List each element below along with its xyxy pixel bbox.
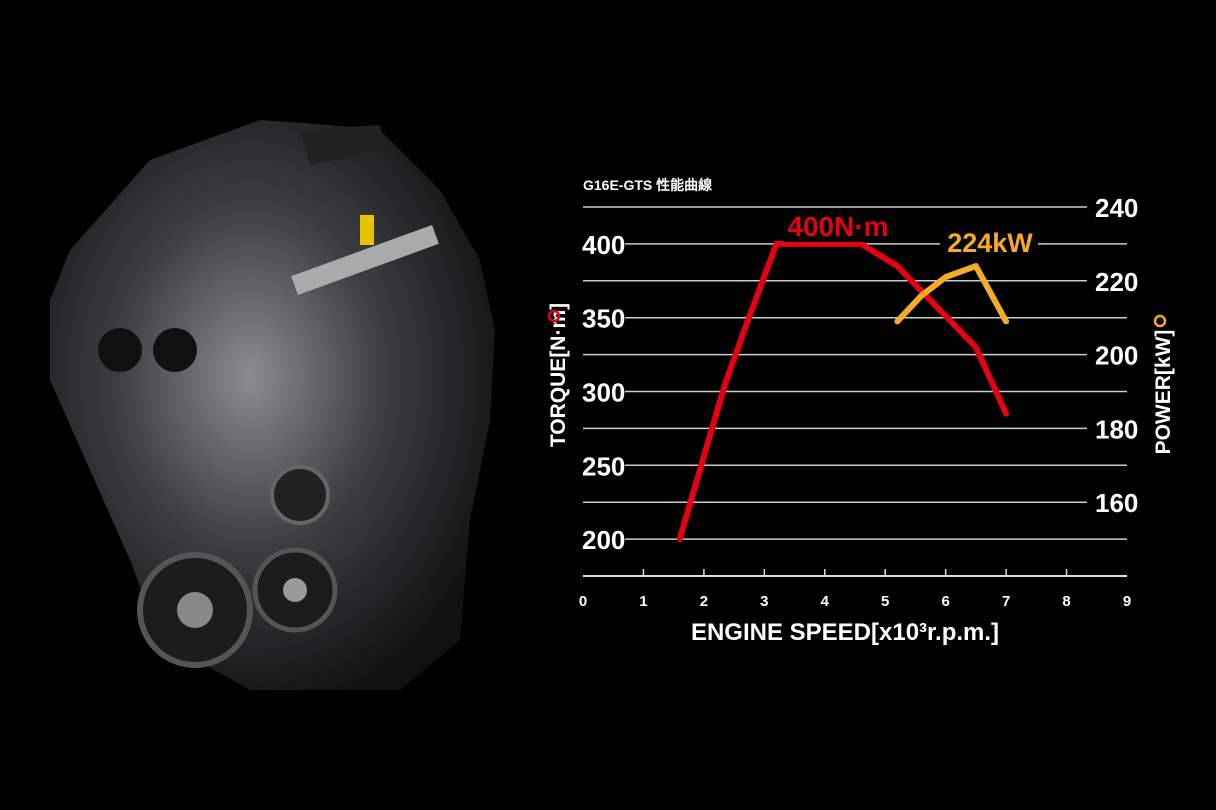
y-tick-left: 200 xyxy=(582,525,625,555)
y-tick-right: 180 xyxy=(1095,414,1138,444)
x-tick-label: 5 xyxy=(881,593,889,610)
y-tick-left: 350 xyxy=(582,304,625,334)
y-tick-right: 200 xyxy=(1095,341,1138,371)
power-line xyxy=(894,263,1010,325)
y-tick-right: 160 xyxy=(1095,488,1138,518)
annotation-bg xyxy=(784,210,892,242)
x-tick-label: 4 xyxy=(821,593,830,610)
x-axis-label: ENGINE SPEED[x10³r.p.m.] xyxy=(691,619,999,646)
torque-peak-label: 400N·m xyxy=(787,211,888,242)
x-tick-label: 3 xyxy=(760,593,768,610)
torque-line xyxy=(676,240,1010,543)
x-tick-label: 9 xyxy=(1123,593,1131,610)
chart-title: G16E-GTS 性能曲線 xyxy=(583,177,712,193)
power-peak-label: 224kW xyxy=(947,228,1033,258)
x-tick-label: 0 xyxy=(579,593,587,610)
y-tick-left: 250 xyxy=(582,451,625,481)
y-tick-right: 240 xyxy=(1095,193,1138,223)
x-tick-label: 7 xyxy=(1002,593,1010,610)
y-axis-right-label: POWER[kW] xyxy=(1152,330,1175,455)
y-axis-left-label: TORQUE[N·m] xyxy=(547,303,570,447)
y-tick-left: 300 xyxy=(582,378,625,408)
x-tick-label: 2 xyxy=(700,593,708,610)
x-tick-label: 8 xyxy=(1062,593,1070,610)
annotation-bg xyxy=(940,228,1038,258)
y-tick-left: 400 xyxy=(582,230,625,260)
power-legend-marker xyxy=(1153,314,1167,328)
x-tick-label: 6 xyxy=(941,593,949,610)
y-tick-right: 220 xyxy=(1095,267,1138,297)
x-tick-label: 1 xyxy=(639,593,647,610)
torque-legend-marker xyxy=(547,309,561,323)
engine-image xyxy=(50,120,495,690)
